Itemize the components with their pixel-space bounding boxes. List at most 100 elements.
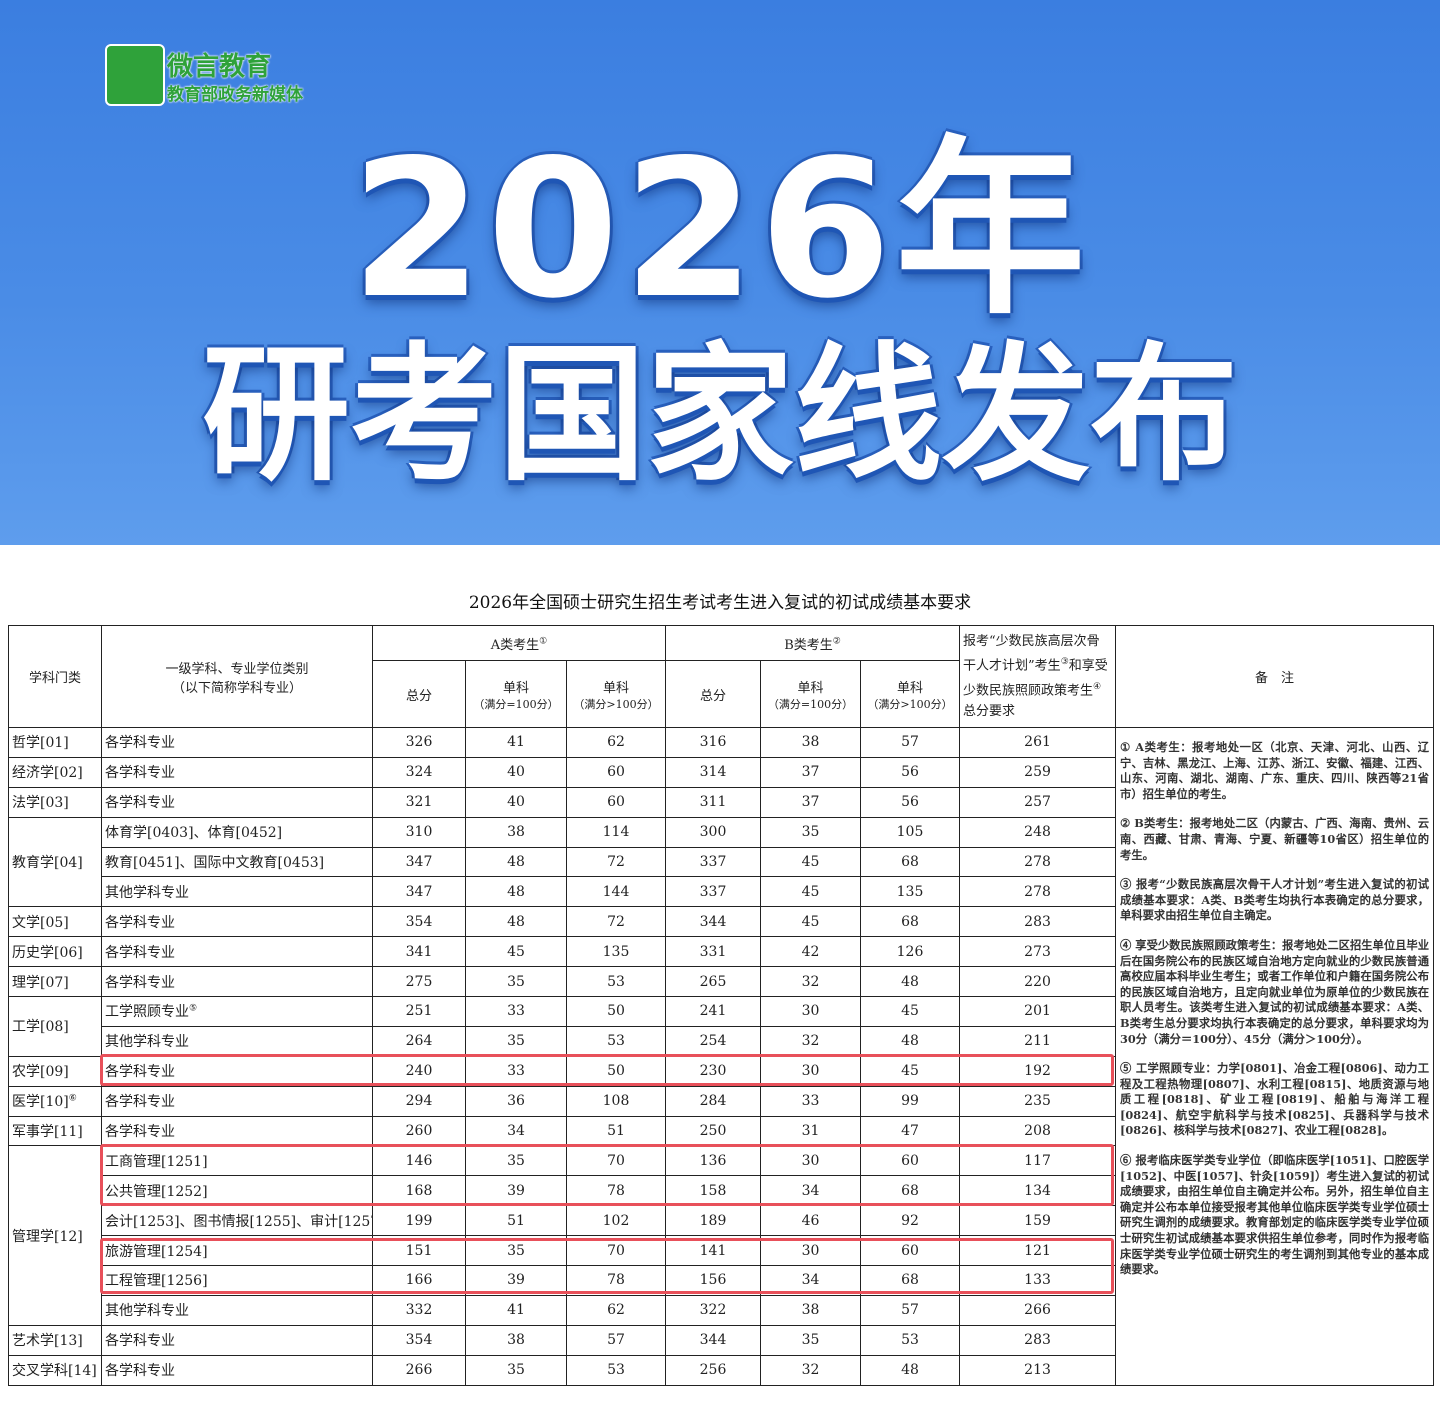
score-cell: 31 <box>760 1115 861 1147</box>
header-cell: 单科 （满分=100分） <box>465 660 567 728</box>
discipline: 哲学[01] <box>12 735 69 752</box>
score-cell: 324 <box>372 756 466 788</box>
discipline-cell: 艺术学[13] <box>8 1324 102 1356</box>
subject: 体育学[0403]、体育[0452] <box>105 825 283 842</box>
score-cell: 62 <box>566 1294 666 1326</box>
subject: 各学科专业 <box>105 795 175 812</box>
subject-cell: 其他学科专业 <box>101 876 373 908</box>
score-cell: 35 <box>465 1145 567 1177</box>
score-cell: 34 <box>760 1175 861 1207</box>
score-cell: 144 <box>566 876 666 908</box>
subject-cell: 工学照顾专业⑤ <box>101 996 373 1027</box>
subject: 会计[1253]、图书情报[1255]、审计[1257] <box>105 1213 373 1230</box>
score-cell: 102 <box>566 1205 666 1237</box>
score-cell: 32 <box>760 1354 861 1386</box>
score-cell: 235 <box>959 1085 1117 1117</box>
header-text: （满分=100分） <box>473 697 559 711</box>
score-cell: 70 <box>566 1145 666 1177</box>
score-cell: 42 <box>760 936 861 968</box>
score-cell: 136 <box>665 1145 761 1177</box>
score-cell: 166 <box>372 1265 466 1296</box>
subject-cell: 其他学科专业 <box>101 1025 373 1057</box>
discipline: 历史学[06] <box>12 944 83 961</box>
score-cell: 57 <box>859 1294 961 1326</box>
score-cell: 146 <box>372 1145 466 1177</box>
score-cell: 47 <box>859 1115 961 1147</box>
subject: 工商管理[1251] <box>105 1153 208 1170</box>
subject-cell: 各学科专业 <box>101 1324 373 1356</box>
score-cell: 192 <box>959 1055 1117 1087</box>
subject-cell: 旅游管理[1254] <box>101 1235 373 1267</box>
score-cell: 133 <box>959 1265 1117 1296</box>
score-cell: 300 <box>665 816 761 848</box>
header-text: 单科 <box>897 680 924 696</box>
score-cell: 151 <box>372 1235 466 1267</box>
score-cell: 344 <box>665 1324 761 1356</box>
score-cell: 48 <box>465 906 567 938</box>
score-cell: 30 <box>760 1145 861 1177</box>
score-cell: 211 <box>959 1025 1117 1057</box>
score-cell: 326 <box>372 727 466 758</box>
score-cell: 208 <box>959 1115 1117 1147</box>
score-cell: 56 <box>859 756 961 788</box>
subject: 各学科专业 <box>105 1094 175 1111</box>
score-cell: 158 <box>665 1175 761 1207</box>
header-cell: 一级学科、专业学位类别 （以下简称学科专业） <box>101 625 373 728</box>
score-cell: 34 <box>465 1115 567 1147</box>
discipline-cell: 教育学[04] <box>8 816 102 908</box>
score-cell: 121 <box>959 1235 1117 1267</box>
score-cell: 283 <box>959 1324 1117 1356</box>
score-cell: 92 <box>859 1205 961 1237</box>
header-text: （满分=100分） <box>767 697 854 711</box>
discipline: 法学[03] <box>12 795 69 812</box>
score-cell: 48 <box>859 1025 961 1057</box>
score-cell: 189 <box>665 1205 761 1237</box>
score-cell: 314 <box>665 756 761 788</box>
subject-cell: 教育[0451]、国际中文教育[0453] <box>101 846 373 878</box>
score-cell: 141 <box>665 1235 761 1267</box>
score-cell: 48 <box>859 966 961 998</box>
table-row: 工学[08] 工学照顾专业⑤ 251 33 50 241 30 45 201 <box>8 996 1434 1057</box>
table-row: 法学[03] 各学科专业 321 40 60 311 37 56 257 <box>8 786 1434 818</box>
subject: 各学科专业 <box>105 765 175 782</box>
score-cell: 99 <box>859 1085 961 1117</box>
table-row: 其他学科专业 332 41 62 322 38 57 266 <box>9 1294 1434 1326</box>
score-cell: 135 <box>566 936 666 968</box>
table-row: 经济学[02] 各学科专业 324 40 60 314 37 56 259 <box>8 756 1434 788</box>
score-cell: 241 <box>665 996 761 1027</box>
table-row: 艺术学[13] 各学科专业 354 38 57 344 35 53 283 <box>8 1324 1434 1356</box>
subject: 旅游管理[1254] <box>105 1243 208 1260</box>
score-cell: 39 <box>465 1175 567 1207</box>
discipline: 经济学[02] <box>12 765 83 782</box>
footnote-mark: ④ <box>1093 681 1102 692</box>
score-cell: 60 <box>566 756 666 788</box>
discipline-cell: 管理学[12] <box>8 1145 102 1326</box>
logo-subtitle: 教育部政务新媒体 <box>167 85 303 105</box>
score-cell: 78 <box>566 1175 666 1207</box>
score-cell: 347 <box>372 846 466 878</box>
subject-cell: 各学科专业 <box>101 1085 373 1117</box>
subject-cell: 体育学[0403]、体育[0452] <box>101 816 373 848</box>
score-cell: 240 <box>372 1055 466 1087</box>
subject-cell: 各学科专业 <box>101 786 373 818</box>
score-cell: 259 <box>959 756 1117 788</box>
note: ③ 报考“少数民族高层次骨干人才计划”考生进入复试的初试成绩基本要求：A类、B类… <box>1120 877 1430 923</box>
subject-cell: 工程管理[1256] <box>101 1265 373 1296</box>
discipline: 理学[07] <box>12 974 69 991</box>
score-cell: 260 <box>372 1115 466 1147</box>
discipline: 文学[05] <box>12 914 69 931</box>
score-cell: 310 <box>372 816 466 848</box>
discipline: 教育学[04] <box>12 855 83 871</box>
score-cell: 134 <box>959 1175 1117 1207</box>
table-row: 其他学科专业 347 48 144 337 45 135 278 <box>9 876 1434 908</box>
discipline: 军事学[11] <box>12 1124 83 1141</box>
header-text: 总分要求 <box>963 703 1016 719</box>
score-cell: 331 <box>665 936 761 968</box>
score-cell: 45 <box>859 1055 961 1087</box>
discipline-cell: 历史学[06] <box>8 936 102 968</box>
footnote-mark: ② <box>832 636 841 647</box>
score-cell: 344 <box>665 906 761 938</box>
score-cell: 284 <box>665 1085 761 1117</box>
score-cell: 108 <box>566 1085 666 1117</box>
